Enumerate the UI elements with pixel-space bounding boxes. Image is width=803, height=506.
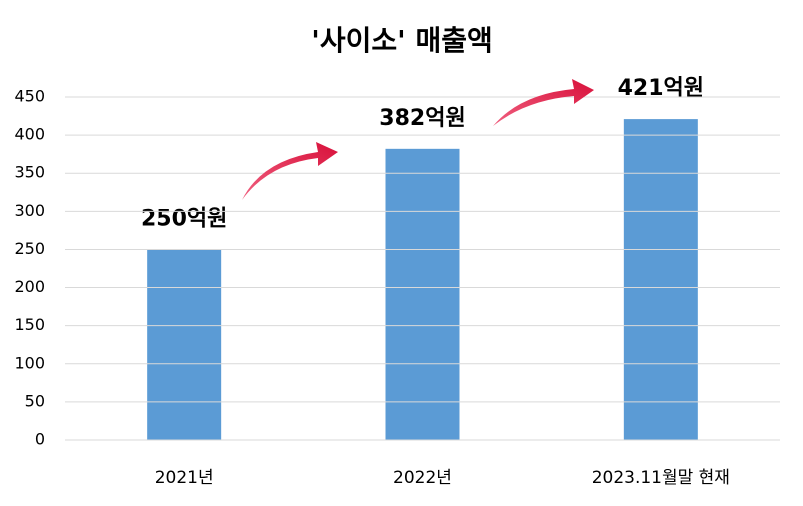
growth-arrow — [493, 79, 594, 126]
x-tick-label: 2023.11월말 현재 — [592, 468, 730, 488]
y-tick-label: 150 — [14, 315, 45, 334]
x-tick-label: 2022년 — [393, 468, 452, 488]
bar — [623, 119, 698, 441]
data-label: 250억원 — [141, 206, 227, 231]
data-label: 382억원 — [379, 106, 465, 131]
chart-title: '사이소' 매출액 — [311, 24, 492, 57]
y-tick-label: 300 — [14, 201, 45, 220]
y-tick-label: 250 — [14, 239, 45, 258]
y-tick-label: 0 — [35, 430, 45, 449]
growth-arrow — [242, 142, 338, 200]
bar — [385, 148, 460, 440]
x-tick-label: 2021년 — [155, 468, 214, 488]
bar — [147, 249, 222, 440]
y-tick-label: 450 — [14, 87, 45, 106]
y-tick-label: 50 — [25, 391, 45, 410]
y-tick-label: 350 — [14, 163, 45, 182]
y-tick-label: 400 — [14, 125, 45, 144]
y-tick-label: 100 — [14, 353, 45, 372]
y-tick-label: 200 — [14, 277, 45, 296]
